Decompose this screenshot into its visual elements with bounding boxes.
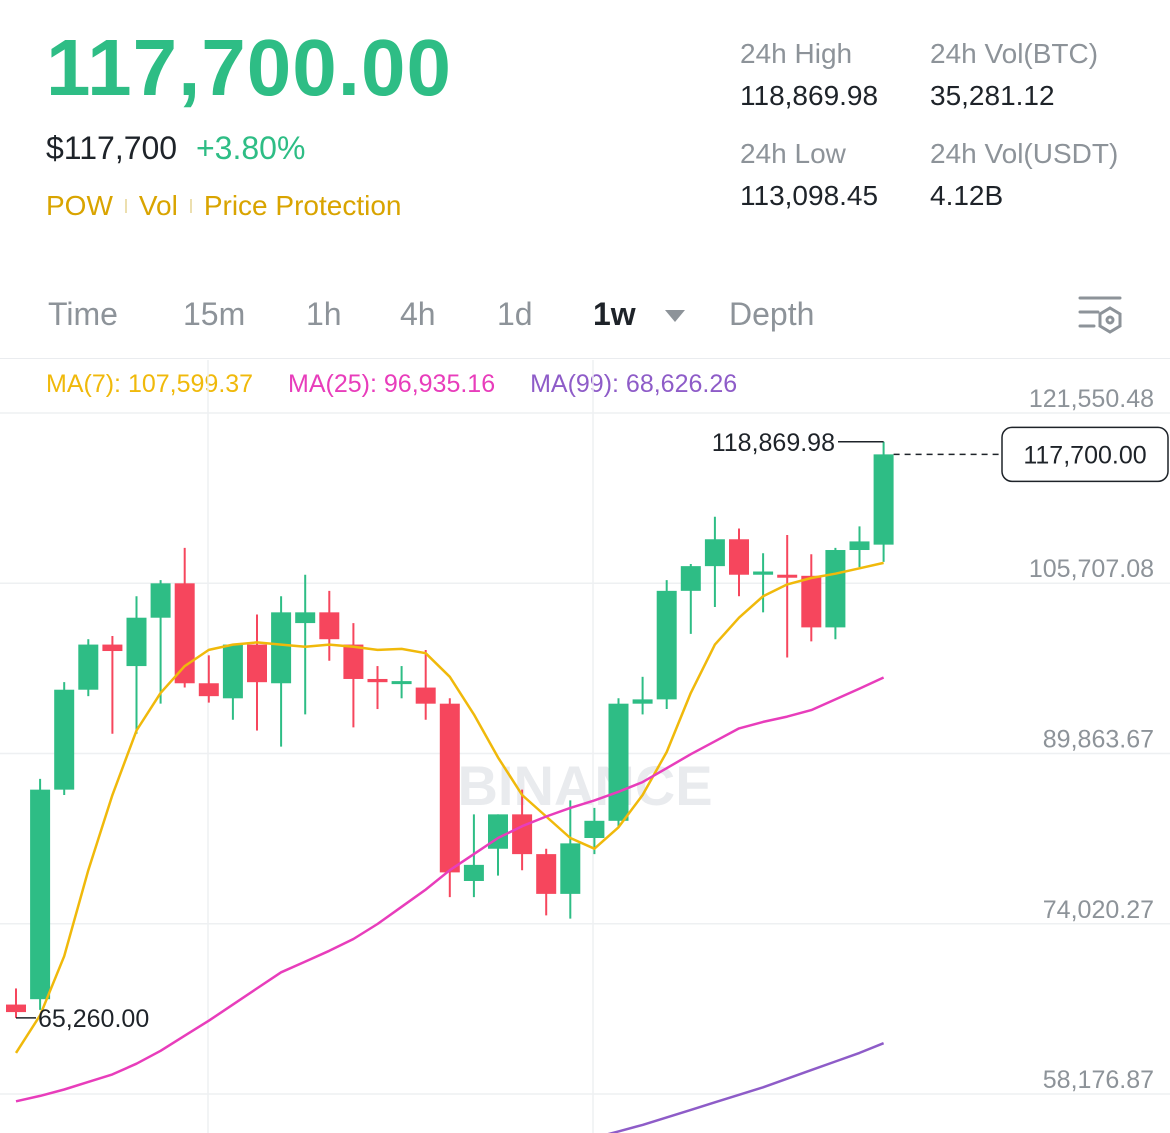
interval-tabs: Time 15m 1h 4h 1d 1w Depth bbox=[0, 292, 1170, 342]
tabs-divider bbox=[0, 358, 1170, 359]
candle-body bbox=[247, 644, 267, 683]
caret-down-icon[interactable] bbox=[665, 310, 685, 322]
stat-label: 24h High bbox=[740, 38, 853, 69]
candle-body bbox=[78, 644, 99, 690]
stat-value: 35,281.12 bbox=[930, 80, 1055, 111]
ma25-label: MA(25): 96,935.16 bbox=[288, 370, 496, 398]
candle-body bbox=[6, 1004, 26, 1013]
candle-body bbox=[512, 814, 533, 855]
candle-body bbox=[801, 575, 822, 628]
tab-depth[interactable]: Depth bbox=[729, 296, 815, 332]
candlestick-chart[interactable]: BINANCE 121,550.48 105,707.08 89,863.67 74,0… bbox=[0, 360, 1170, 1133]
tab-time[interactable]: Time bbox=[48, 296, 118, 332]
candle-body bbox=[102, 644, 123, 652]
ma-line-ma7 bbox=[14, 561, 884, 1054]
ma-line-ma99 bbox=[607, 1042, 885, 1133]
ma7-label: MA(7): 107,599.37 bbox=[46, 370, 254, 398]
tab-1w[interactable]: 1w bbox=[593, 296, 636, 332]
candle-body bbox=[753, 571, 774, 575]
candle-body bbox=[126, 617, 147, 667]
usd-price: $117,700 bbox=[46, 130, 178, 166]
candle-body bbox=[222, 644, 243, 699]
ma-line-ma25 bbox=[15, 676, 885, 1103]
y-tick-label: 89,863.67 bbox=[1043, 726, 1154, 754]
tab-1d[interactable]: 1d bbox=[497, 296, 533, 332]
y-tick-label: 74,020.27 bbox=[1043, 896, 1154, 924]
candle-body bbox=[536, 854, 557, 894]
candle-body bbox=[463, 864, 484, 881]
candle-body bbox=[704, 539, 725, 567]
stat-24h-vol-btc: 24h Vol(BTC) 35,281.12 bbox=[930, 40, 1098, 110]
candle-body bbox=[319, 612, 340, 640]
price-subrow: $117,700 +3.80% bbox=[46, 132, 305, 164]
candle-body bbox=[367, 678, 388, 683]
min-price-label: 65,260.00 bbox=[38, 1005, 149, 1033]
stat-value: 118,869.98 bbox=[740, 80, 879, 111]
chart-settings-icon[interactable] bbox=[1078, 294, 1124, 336]
last-price-box bbox=[1001, 426, 1169, 483]
candle-body bbox=[825, 550, 846, 628]
candle-body bbox=[656, 590, 677, 700]
candle-body bbox=[439, 703, 460, 873]
last-price: 117,700.00 bbox=[46, 23, 452, 112]
candle-body bbox=[777, 574, 798, 578]
stat-value: 113,098.45 bbox=[740, 180, 879, 211]
candle-body bbox=[849, 541, 870, 551]
candle-body bbox=[271, 612, 292, 684]
candle-body bbox=[632, 699, 653, 704]
candle-body bbox=[54, 689, 75, 790]
max-price-label: 118,869.98 bbox=[712, 429, 835, 457]
candle-body bbox=[174, 583, 195, 684]
tag-separator bbox=[124, 199, 127, 213]
candle-body bbox=[873, 454, 894, 545]
tab-15m[interactable]: 15m bbox=[183, 296, 246, 332]
stat-24h-vol-usdt: 24h Vol(USDT) 4.12B bbox=[930, 140, 1118, 210]
tag-vol[interactable]: Vol bbox=[138, 190, 178, 221]
candle-body bbox=[198, 683, 219, 697]
last-price-label: 117,700.00 bbox=[1023, 441, 1146, 469]
change-percent: +3.80% bbox=[195, 130, 306, 166]
candle-body bbox=[560, 843, 581, 894]
tab-4h[interactable]: 4h bbox=[400, 296, 436, 332]
tab-1h[interactable]: 1h bbox=[306, 296, 342, 332]
stat-label: 24h Vol(BTC) bbox=[930, 38, 1099, 69]
candle-body bbox=[343, 644, 364, 679]
candle-body bbox=[608, 703, 629, 821]
candle-body bbox=[150, 583, 171, 618]
tag-price-protection[interactable]: Price Protection bbox=[203, 190, 402, 221]
tag-list: POW Vol Price Protection bbox=[46, 192, 401, 220]
stat-label: 24h Vol(USDT) bbox=[930, 138, 1119, 169]
tag-separator bbox=[189, 199, 192, 213]
candle-body bbox=[729, 539, 749, 575]
candle-body bbox=[391, 681, 412, 685]
stat-24h-low: 24h Low 113,098.45 bbox=[740, 140, 878, 210]
candle-body bbox=[680, 566, 701, 591]
candle-body bbox=[584, 820, 605, 839]
watermark: BINANCE bbox=[457, 754, 712, 817]
stat-label: 24h Low bbox=[740, 138, 846, 169]
stat-24h-high: 24h High 118,869.98 bbox=[740, 40, 878, 110]
candle-body bbox=[415, 687, 436, 704]
y-tick-label: 58,176.87 bbox=[1043, 1066, 1154, 1094]
tag-pow[interactable]: POW bbox=[46, 190, 113, 221]
ma99-label: MA(99): 68,626.26 bbox=[530, 370, 738, 398]
candle-body bbox=[295, 612, 316, 624]
stat-value: 4.12B bbox=[930, 180, 1004, 211]
ma-legend: MA(7): 107,599.37 MA(25): 96,935.16 MA(9… bbox=[46, 372, 765, 397]
candle-body bbox=[30, 789, 51, 1000]
y-tick-label: 121,550.48 bbox=[1029, 385, 1154, 413]
y-tick-label: 105,707.08 bbox=[1029, 555, 1154, 583]
